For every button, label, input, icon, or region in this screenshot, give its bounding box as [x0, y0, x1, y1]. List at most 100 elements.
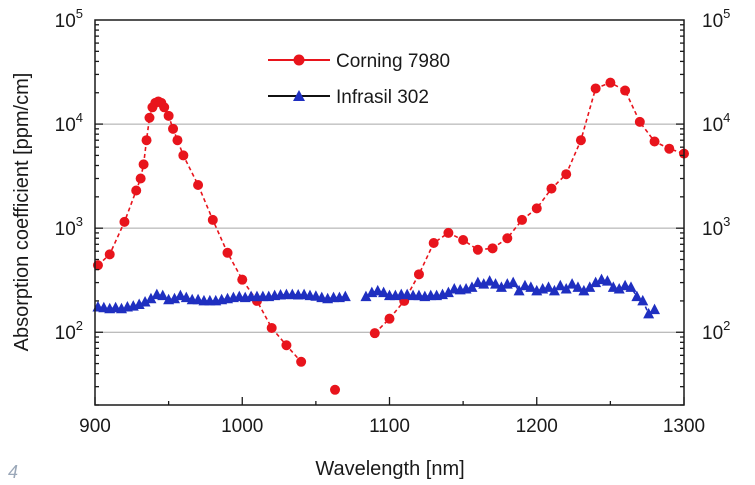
series-infrasil-302 — [92, 273, 661, 319]
data-point — [478, 278, 490, 289]
data-point — [141, 135, 152, 146]
plot-frame — [94, 19, 685, 406]
legend: Corning 7980 Infrasil 302 — [268, 51, 450, 108]
y-tick-label-right: 102 — [702, 318, 730, 344]
data-point — [543, 281, 555, 292]
data-point — [590, 83, 601, 94]
data-point — [131, 185, 142, 196]
legend-marker-corning — [293, 54, 305, 66]
data-point — [339, 290, 351, 302]
data-point — [513, 284, 525, 296]
series-corning-7980 — [92, 77, 689, 395]
x-tick-label: 1000 — [221, 416, 263, 437]
data-point — [369, 328, 380, 339]
y-tick-label-right: 104 — [702, 110, 730, 136]
data-point — [180, 291, 192, 303]
data-point — [104, 249, 115, 260]
data-point — [266, 322, 277, 333]
data-point — [178, 150, 189, 161]
data-point — [384, 313, 395, 324]
data-point — [560, 283, 572, 294]
data-point — [145, 292, 157, 304]
data-point — [643, 307, 655, 319]
data-point — [634, 116, 645, 127]
series-line — [97, 100, 302, 363]
data-point — [637, 294, 649, 306]
data-point — [487, 243, 498, 254]
data-point — [138, 159, 149, 170]
x-tick-label: 1300 — [663, 416, 705, 437]
data-point — [584, 281, 596, 292]
data-point — [548, 284, 560, 296]
data-point — [458, 234, 469, 245]
data-point — [575, 135, 586, 146]
x-axis-title: Wavelength [nm] — [315, 458, 464, 480]
y-tick-label-left: 105 — [55, 6, 83, 32]
data-point — [484, 275, 496, 286]
data-point — [525, 281, 537, 292]
data-point — [664, 143, 675, 154]
corner-mark: 4 — [8, 462, 19, 482]
data-point — [442, 286, 454, 298]
data-point — [531, 203, 542, 214]
data-point — [157, 289, 169, 301]
y-tick-label-left: 102 — [55, 318, 83, 344]
y-tick-label-right: 105 — [702, 6, 730, 32]
y-tick-label-left: 103 — [55, 214, 83, 240]
data-point — [546, 183, 557, 194]
data-point — [472, 244, 483, 255]
data-point — [135, 173, 146, 184]
series-layer — [92, 77, 689, 395]
data-point — [169, 292, 181, 304]
data-point — [207, 214, 218, 225]
data-point — [378, 286, 390, 298]
data-point — [237, 274, 248, 285]
data-point — [590, 276, 602, 288]
data-point — [330, 384, 341, 395]
data-point — [281, 340, 292, 351]
data-point — [625, 281, 637, 292]
legend-label-corning: Corning 7980 — [336, 51, 450, 72]
data-point — [502, 233, 513, 244]
y-tick-label-right: 103 — [702, 214, 730, 240]
data-point — [443, 227, 454, 238]
data-point — [174, 289, 186, 301]
data-point — [566, 278, 578, 289]
data-point — [507, 276, 519, 288]
data-point — [360, 290, 372, 302]
data-point — [139, 296, 151, 307]
data-point — [561, 169, 572, 180]
data-point — [601, 275, 613, 286]
data-point — [296, 356, 307, 367]
data-point — [159, 102, 170, 113]
data-point — [413, 269, 424, 280]
data-point — [119, 216, 130, 227]
axis-layer: 102 102 103 103 104 104 105 105 900 1000 1100 1200 1… — [55, 6, 731, 437]
data-point — [466, 281, 478, 292]
y-axis-title: Absorption coefficient [ppm/cm] — [11, 73, 33, 352]
y-tick-label-left: 104 — [55, 110, 83, 136]
data-point — [620, 85, 631, 96]
data-point — [490, 278, 502, 289]
data-point — [495, 281, 507, 292]
legend-marker-infrasil — [293, 90, 305, 101]
data-point — [193, 179, 204, 190]
data-point — [649, 303, 661, 315]
data-point — [172, 135, 183, 146]
data-point — [578, 284, 590, 296]
data-point — [572, 281, 584, 292]
data-point — [428, 238, 439, 249]
series-line — [374, 81, 685, 334]
data-point — [605, 77, 616, 88]
data-point — [144, 112, 155, 123]
data-point — [222, 247, 233, 258]
x-tick-label: 1200 — [516, 416, 558, 437]
data-point — [554, 279, 566, 291]
data-point — [649, 136, 660, 147]
data-point — [163, 110, 174, 121]
x-tick-label: 1100 — [369, 416, 410, 437]
x-tick-label: 900 — [79, 416, 111, 437]
data-point — [168, 123, 179, 134]
legend-label-infrasil: Infrasil 302 — [336, 87, 429, 108]
